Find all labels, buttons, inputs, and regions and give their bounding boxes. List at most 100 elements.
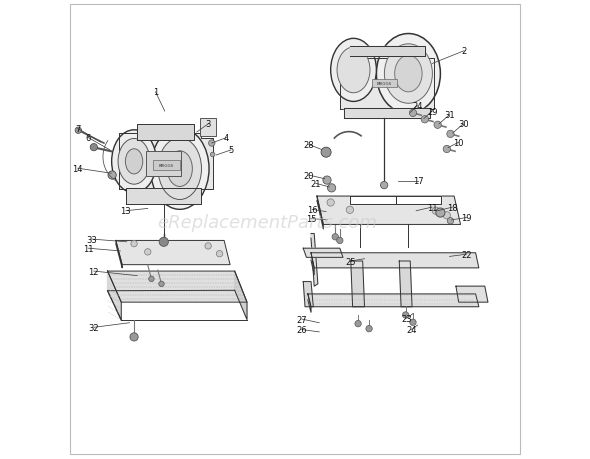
Circle shape (159, 238, 168, 247)
Circle shape (130, 333, 138, 341)
Circle shape (410, 319, 416, 326)
Circle shape (436, 208, 445, 218)
Text: 7: 7 (75, 125, 80, 134)
Polygon shape (311, 253, 479, 268)
Polygon shape (107, 271, 122, 321)
Text: 12: 12 (88, 267, 99, 276)
Polygon shape (311, 234, 318, 286)
Circle shape (447, 131, 454, 138)
Polygon shape (116, 241, 230, 265)
Text: eReplacementParts.com: eReplacementParts.com (158, 214, 378, 232)
Ellipse shape (158, 139, 202, 200)
Circle shape (211, 153, 215, 157)
Text: 21: 21 (310, 179, 321, 188)
Circle shape (443, 146, 450, 153)
Bar (200, 118, 216, 137)
Text: 5: 5 (228, 146, 234, 155)
Circle shape (409, 110, 417, 117)
Text: 30: 30 (458, 120, 468, 129)
Text: 24: 24 (407, 325, 417, 334)
Text: 33: 33 (86, 235, 97, 244)
Ellipse shape (125, 150, 143, 174)
Circle shape (321, 148, 331, 158)
Polygon shape (317, 196, 461, 225)
Text: 17: 17 (413, 177, 424, 186)
Circle shape (337, 238, 343, 244)
Text: 11: 11 (83, 244, 94, 253)
Circle shape (217, 251, 223, 257)
Ellipse shape (395, 56, 422, 93)
Text: 18: 18 (447, 203, 458, 212)
Polygon shape (126, 189, 201, 204)
Bar (153, 161, 180, 170)
Polygon shape (317, 196, 323, 230)
Polygon shape (235, 271, 247, 320)
Polygon shape (107, 271, 247, 302)
Circle shape (131, 241, 137, 247)
Polygon shape (308, 294, 479, 307)
Ellipse shape (112, 130, 156, 193)
Circle shape (209, 140, 215, 147)
Text: 25: 25 (346, 257, 356, 266)
Bar (372, 80, 397, 88)
Circle shape (323, 177, 331, 185)
Circle shape (402, 312, 409, 319)
Polygon shape (345, 109, 430, 119)
Text: 15: 15 (306, 214, 316, 224)
Text: 24: 24 (412, 102, 423, 111)
Ellipse shape (385, 45, 432, 104)
Circle shape (327, 199, 335, 207)
Text: 26: 26 (297, 325, 307, 334)
Text: 27: 27 (297, 315, 307, 324)
Text: BRIGGS: BRIGGS (159, 163, 174, 168)
Circle shape (75, 128, 81, 134)
Circle shape (159, 281, 164, 287)
Polygon shape (119, 134, 213, 190)
Ellipse shape (330, 39, 376, 102)
Polygon shape (340, 58, 434, 110)
Circle shape (327, 185, 336, 192)
Polygon shape (137, 124, 195, 140)
Circle shape (443, 212, 450, 219)
Text: 28: 28 (303, 140, 314, 150)
Text: 16: 16 (307, 205, 317, 214)
Text: 10: 10 (454, 138, 464, 147)
Polygon shape (350, 47, 425, 57)
Text: 31: 31 (444, 111, 455, 120)
Polygon shape (116, 241, 122, 268)
Polygon shape (350, 196, 441, 204)
Text: 14: 14 (73, 164, 83, 174)
Ellipse shape (118, 139, 150, 185)
Polygon shape (399, 262, 412, 307)
Circle shape (447, 218, 454, 224)
Text: 32: 32 (88, 323, 99, 332)
Ellipse shape (337, 48, 370, 94)
Ellipse shape (376, 34, 440, 114)
Text: 13: 13 (120, 207, 131, 216)
Text: 19: 19 (461, 213, 472, 223)
Text: 20: 20 (303, 171, 314, 180)
Bar (146, 152, 181, 177)
Text: 22: 22 (461, 250, 472, 259)
Text: 1: 1 (153, 88, 158, 97)
Circle shape (421, 116, 428, 123)
Text: 29: 29 (427, 107, 437, 116)
Circle shape (434, 122, 441, 129)
Text: 11: 11 (427, 203, 437, 212)
Text: BRIGGS: BRIGGS (376, 82, 392, 86)
Text: 2: 2 (461, 47, 467, 56)
Text: 23: 23 (402, 314, 412, 323)
Ellipse shape (150, 129, 209, 210)
Circle shape (346, 207, 353, 214)
Polygon shape (351, 262, 365, 307)
Circle shape (90, 144, 97, 151)
Circle shape (366, 326, 372, 332)
Text: 3: 3 (205, 120, 211, 129)
Circle shape (205, 243, 211, 250)
Text: 4: 4 (224, 134, 229, 143)
Circle shape (432, 207, 440, 215)
Polygon shape (311, 253, 314, 275)
Polygon shape (308, 294, 311, 313)
Circle shape (381, 182, 388, 190)
Text: 6: 6 (86, 134, 91, 143)
